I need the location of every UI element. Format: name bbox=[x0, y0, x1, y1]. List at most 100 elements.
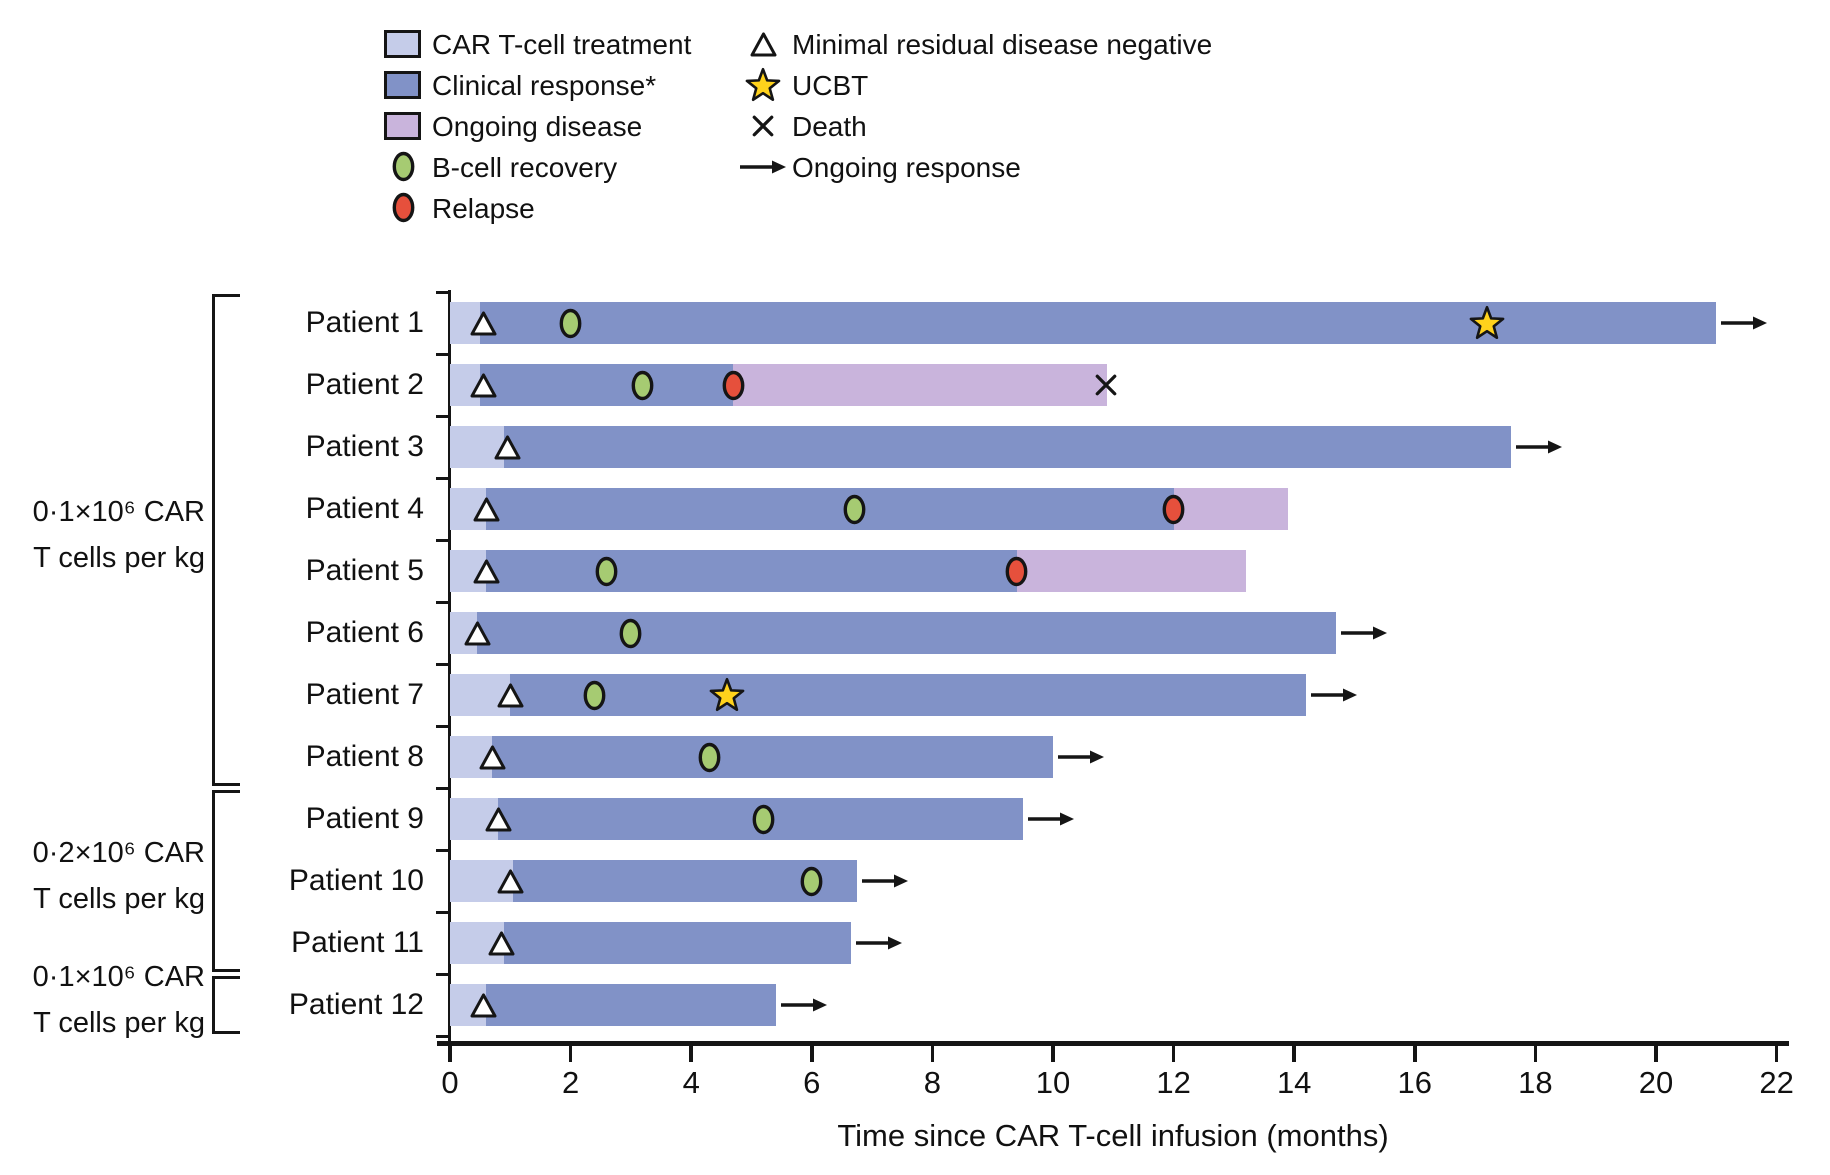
ongoing-response-arrow-icon bbox=[1721, 314, 1768, 332]
x-axis-tick bbox=[810, 1046, 814, 1062]
mrd-marker-icon bbox=[464, 621, 491, 646]
bcell-marker-icon bbox=[698, 742, 721, 773]
ongoing-response-arrow-icon bbox=[780, 996, 827, 1014]
bar-segment-treatment bbox=[450, 798, 499, 840]
bar-segment-response bbox=[486, 984, 776, 1026]
mrd-marker-icon bbox=[750, 32, 777, 57]
bar-segment-response bbox=[480, 364, 734, 406]
bcell-marker-icon bbox=[595, 556, 618, 587]
y-axis-row-tick bbox=[436, 353, 450, 356]
mrd-marker-icon bbox=[497, 869, 524, 894]
group-bracket bbox=[212, 976, 215, 1034]
mrd-marker-icon bbox=[470, 993, 497, 1018]
bar-segment-treatment bbox=[450, 860, 514, 902]
dose-group-label-line1: 0·1×10⁶ CAR bbox=[32, 496, 205, 528]
x-axis-tick bbox=[1413, 1046, 1417, 1062]
ucbt-marker-icon bbox=[1469, 305, 1505, 341]
mrd-marker-icon bbox=[470, 373, 497, 398]
x-tick-label: 6 bbox=[803, 1065, 821, 1100]
patient-label: Patient 11 bbox=[291, 926, 424, 959]
patient-label: Patient 10 bbox=[288, 864, 424, 897]
patient-label: Patient 3 bbox=[305, 430, 424, 463]
response-swatch-icon bbox=[384, 71, 421, 99]
bar-segment-treatment bbox=[450, 364, 481, 406]
x-tick-label: 20 bbox=[1638, 1065, 1674, 1100]
x-tick-label: 18 bbox=[1518, 1065, 1553, 1100]
group-bracket-arm bbox=[212, 1031, 240, 1034]
patient-label: Patient 6 bbox=[305, 616, 424, 649]
x-axis-tick bbox=[1533, 1046, 1538, 1062]
x-axis-tick bbox=[1171, 1046, 1176, 1062]
group-bracket bbox=[212, 790, 215, 972]
y-axis-row-tick bbox=[436, 911, 450, 914]
ongoing-response-arrow-icon bbox=[855, 934, 902, 952]
legend-item-label: Relapse bbox=[432, 193, 535, 224]
x-axis-tick bbox=[1051, 1046, 1055, 1062]
x-tick-label: 10 bbox=[1035, 1065, 1071, 1100]
patient-label: Patient 4 bbox=[305, 492, 424, 525]
ongoing-response-arrow-icon bbox=[1341, 624, 1388, 642]
mrd-marker-icon bbox=[494, 435, 521, 460]
mrd-marker-icon bbox=[497, 683, 524, 708]
y-axis-row-tick bbox=[436, 849, 450, 852]
legend-item-label: Clinical response* bbox=[432, 70, 657, 101]
bar-segment-response bbox=[513, 860, 858, 902]
x-axis-tick bbox=[568, 1046, 573, 1062]
bcell-marker-icon bbox=[392, 151, 415, 182]
arrow-marker-icon bbox=[740, 158, 786, 176]
y-axis-row-tick bbox=[436, 415, 450, 418]
legend-item-label: Death bbox=[792, 111, 867, 142]
group-bracket-arm bbox=[212, 783, 240, 786]
relapse-marker-icon bbox=[1005, 556, 1028, 587]
x-axis-line bbox=[437, 1041, 1789, 1046]
x-tick-label: 2 bbox=[561, 1065, 580, 1100]
patient-label: Patient 2 bbox=[305, 368, 424, 401]
relapse-marker-icon bbox=[392, 192, 415, 223]
bar-segment-treatment bbox=[450, 426, 505, 468]
patient-label: Patient 1 bbox=[305, 306, 424, 339]
x-tick-label: 4 bbox=[682, 1065, 700, 1100]
treatment-swatch-icon bbox=[384, 30, 421, 58]
patient-label: Patient 8 bbox=[305, 740, 424, 773]
mrd-marker-icon bbox=[473, 559, 500, 584]
group-bracket-arm bbox=[212, 294, 240, 297]
patient-label: Patient 9 bbox=[305, 802, 424, 835]
dose-group-label-line1: 0·2×10⁶ CAR bbox=[32, 837, 205, 869]
ongoing-response-arrow-icon bbox=[1027, 810, 1074, 828]
y-axis-row-tick bbox=[436, 601, 450, 604]
y-axis-row-tick bbox=[436, 787, 450, 790]
dose-group-label-line2: T cells per kg bbox=[33, 1007, 205, 1039]
y-axis-row-tick bbox=[436, 1035, 450, 1038]
mrd-marker-icon bbox=[479, 745, 506, 770]
x-tick-label: 22 bbox=[1759, 1065, 1794, 1100]
bcell-marker-icon bbox=[631, 370, 654, 401]
bar-segment-response bbox=[477, 612, 1337, 654]
bar-segment-response bbox=[486, 488, 1174, 530]
patient-label: Patient 5 bbox=[305, 554, 424, 587]
group-bracket-arm bbox=[212, 969, 240, 972]
bar-segment-response bbox=[486, 550, 1017, 592]
patient-label: Patient 7 bbox=[305, 678, 424, 711]
legend-item-label: UCBT bbox=[792, 70, 869, 101]
bar-segment-disease bbox=[1016, 550, 1246, 592]
x-tick-label: 8 bbox=[923, 1065, 942, 1100]
legend-item-label: B-cell recovery bbox=[432, 152, 618, 183]
bar-segment-treatment bbox=[450, 674, 511, 716]
x-tick-label: 16 bbox=[1397, 1065, 1433, 1100]
y-axis-row-tick bbox=[436, 725, 450, 728]
x-axis-tick bbox=[448, 1046, 452, 1062]
x-axis-tick bbox=[689, 1046, 693, 1062]
bar-segment-disease bbox=[1173, 488, 1289, 530]
bcell-marker-icon bbox=[559, 308, 582, 339]
bar-segment-treatment bbox=[450, 302, 481, 344]
x-axis-tick bbox=[1292, 1046, 1296, 1062]
group-bracket bbox=[212, 294, 215, 786]
legend-item-label: Ongoing response bbox=[792, 152, 1021, 183]
legend-item-label: Minimal residual disease negative bbox=[792, 29, 1213, 60]
bcell-marker-icon bbox=[583, 680, 606, 711]
bar-segment-response bbox=[510, 674, 1307, 716]
bcell-marker-icon bbox=[800, 866, 823, 897]
dose-group-label-line2: T cells per kg bbox=[33, 883, 205, 915]
